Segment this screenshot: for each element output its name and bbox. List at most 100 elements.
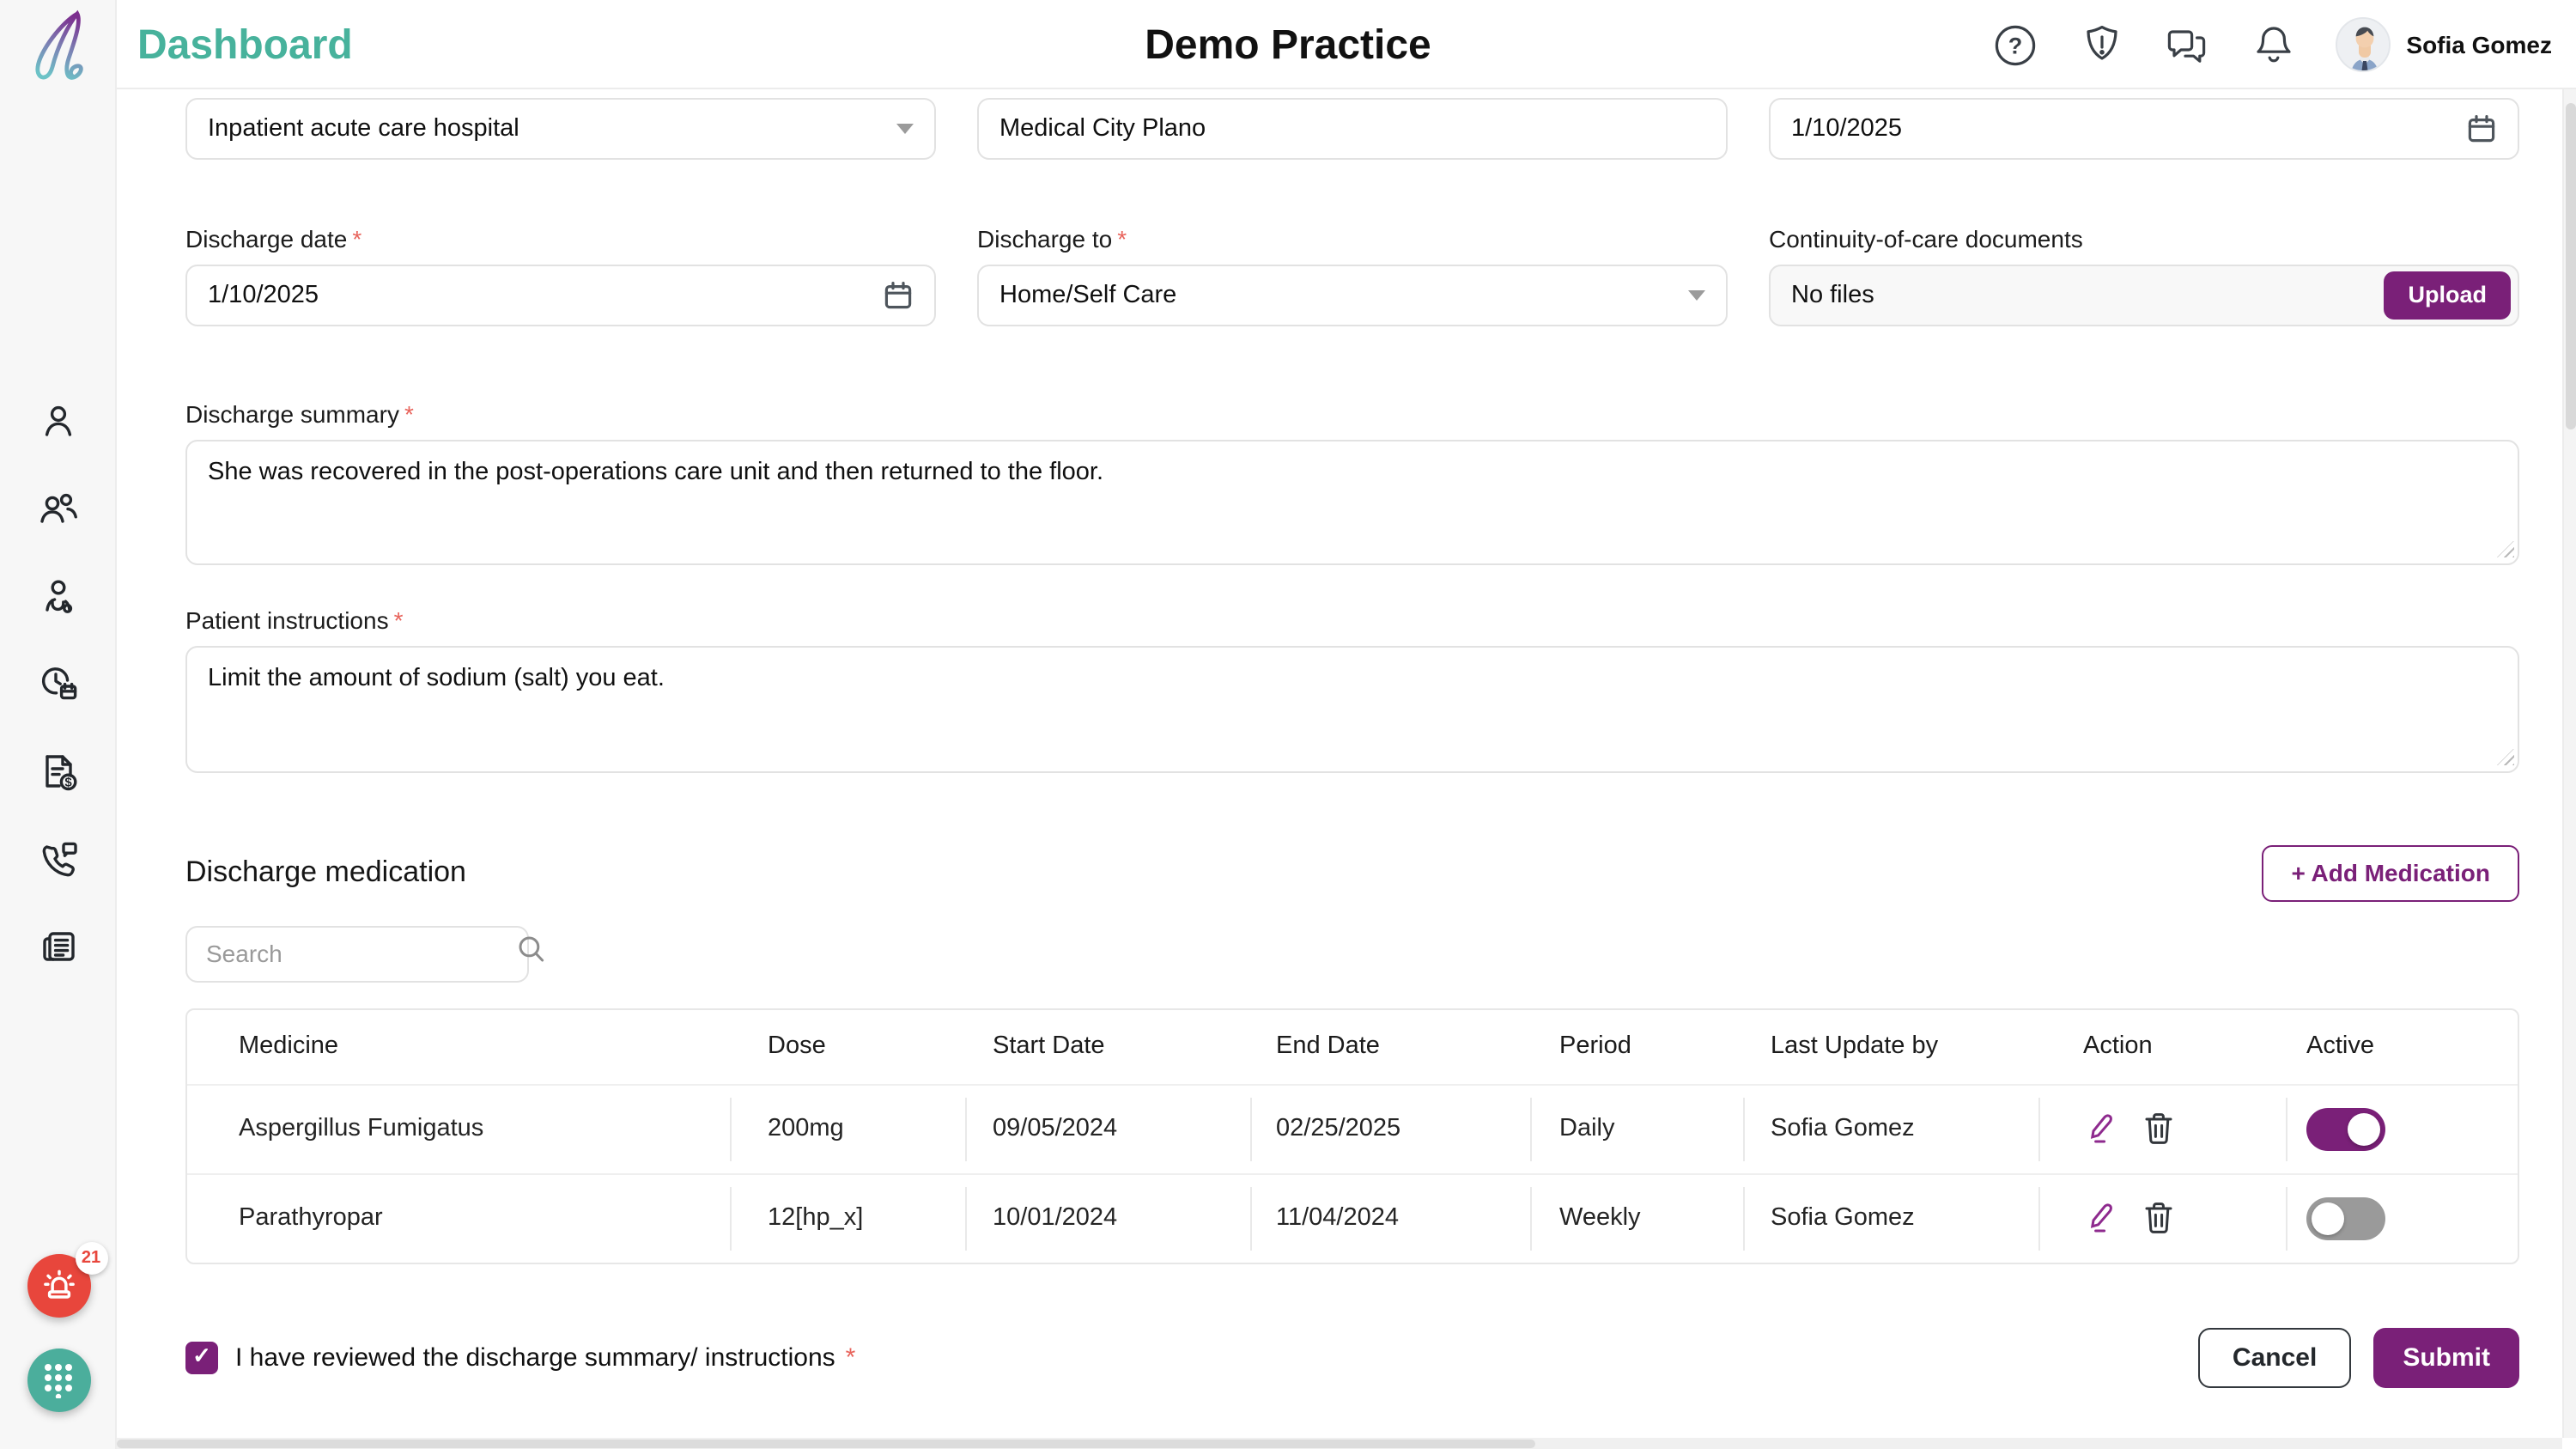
user-name: Sofia Gomez (2406, 31, 2552, 58)
notifications-button[interactable] (2250, 21, 2296, 68)
sidebar-item-patients[interactable] (36, 486, 81, 531)
end-date-cell: 02/25/2025 (1250, 1085, 1530, 1172)
col-header-action: Action (2083, 1032, 2153, 1060)
discharge-date-value: 1/10/2025 (208, 281, 319, 308)
horizontal-scrollbar[interactable] (117, 1437, 2562, 1449)
upload-button[interactable]: Upload (2384, 271, 2511, 319)
alerts-button[interactable] (2078, 21, 2124, 68)
practice-title: Demo Practice (1145, 22, 1431, 69)
medication-search[interactable] (185, 925, 544, 982)
sidebar-item-billing[interactable]: $ (36, 749, 81, 794)
table-row: Aspergillus Fumigatus 200mg 09/05/2024 0… (187, 1083, 2518, 1172)
instructions-label: Patient instructions * (185, 606, 404, 633)
medicine-cell: Parathyropar (239, 1204, 383, 1232)
bell-icon (2256, 26, 2291, 62)
trash-icon (2145, 1202, 2172, 1233)
form-footer: I have reviewed the discharge summary/ i… (185, 1327, 2519, 1387)
chevron-down-icon (1688, 289, 1705, 300)
discharge-form: Inpatient acute care hospital 1/10/2025 … (117, 89, 2576, 1438)
discharge-date-field[interactable]: 1/10/2025 (185, 264, 936, 326)
newspaper-icon (42, 932, 74, 961)
dialpad-button[interactable] (27, 1348, 90, 1411)
sidebar-nav: $ (0, 399, 117, 969)
start-date-cell: 10/01/2024 (965, 1174, 1250, 1262)
phone-chat-icon (41, 842, 76, 877)
messages-button[interactable] (2164, 21, 2210, 68)
calendar-icon[interactable] (2466, 113, 2497, 143)
review-checkbox[interactable] (185, 1341, 218, 1373)
instructions-textarea-wrap: Limit the amount of sodium (salt) you ea… (185, 645, 2519, 772)
top-bar: Dashboard Demo Practice ? (117, 0, 2576, 89)
active-cell (2286, 1085, 2518, 1172)
help-button[interactable]: ? (1992, 21, 2038, 68)
facility-type-select[interactable]: Inpatient acute care hospital (185, 97, 936, 159)
cancel-button[interactable]: Cancel (2197, 1327, 2352, 1387)
search-icon (517, 935, 546, 972)
user-menu[interactable]: Sofia Gomez (2336, 17, 2552, 72)
edit-button[interactable] (2083, 1111, 2117, 1146)
clock-calendar-icon (40, 667, 76, 700)
start-date-cell: 09/05/2024 (965, 1085, 1250, 1172)
alert-count-badge: 21 (75, 1241, 107, 1274)
chevron-down-icon (896, 123, 914, 133)
sidebar-item-providers[interactable] (36, 574, 81, 618)
table-row: Parathyropar 12[hp_x] 10/01/2024 11/04/2… (187, 1172, 2518, 1262)
last-update-cell: Sofia Gomez (1743, 1085, 2038, 1172)
delete-button[interactable] (2143, 1111, 2174, 1146)
summary-textarea[interactable]: She was recovered in the post-operations… (185, 439, 2519, 564)
vertical-scrollbar-thumb[interactable] (2566, 103, 2576, 429)
shield-exclamation-icon (2086, 25, 2117, 59)
dialpad-icon (45, 1364, 72, 1398)
dose-cell: 12[hp_x] (730, 1174, 965, 1262)
svg-text:?: ? (2008, 33, 2023, 58)
discharge-to-select[interactable]: Home/Self Care (977, 264, 1728, 326)
horizontal-scrollbar-thumb[interactable] (117, 1439, 1535, 1447)
summary-textarea-wrap: She was recovered in the post-operations… (185, 439, 2519, 564)
end-date-cell: 11/04/2024 (1250, 1174, 1530, 1262)
siren-icon (43, 1269, 74, 1298)
medication-table: Medicine Dose Start Date End Date Period… (185, 1008, 2519, 1263)
sidebar-item-profile[interactable] (36, 399, 81, 443)
col-header-active: Active (2306, 1032, 2374, 1060)
action-cell (2038, 1085, 2286, 1172)
pencil-icon (2090, 1114, 2112, 1143)
header-actions: ? (1992, 0, 2552, 89)
top-date-field[interactable]: 1/10/2025 (1769, 97, 2519, 159)
review-confirmation: I have reviewed the discharge summary/ i… (185, 1341, 855, 1373)
top-date-value: 1/10/2025 (1791, 114, 1903, 142)
documents-field[interactable]: No files Upload (1769, 264, 2519, 326)
discharge-to-value: Home/Self Care (999, 281, 1177, 308)
sidebar-item-calls[interactable] (36, 837, 81, 881)
help-icon: ? (1996, 24, 2036, 65)
active-toggle[interactable] (2306, 1107, 2385, 1150)
vertical-scrollbar[interactable] (2562, 89, 2576, 1437)
discharge-to-label: Discharge to * (977, 224, 1127, 252)
instructions-textarea[interactable]: Limit the amount of sodium (salt) you ea… (185, 645, 2519, 772)
active-toggle[interactable] (2306, 1196, 2385, 1239)
documents-label: Continuity-of-care documents (1769, 224, 2083, 252)
table-header-row: Medicine Dose Start Date End Date Period… (187, 1009, 2518, 1083)
active-cell (2286, 1174, 2518, 1262)
summary-label: Discharge summary * (185, 399, 414, 427)
sidebar-item-fax[interactable] (36, 924, 81, 969)
calendar-icon[interactable] (883, 279, 914, 310)
emergency-alert-button[interactable]: 21 (27, 1241, 107, 1317)
sidebar: $ 21 (0, 0, 117, 1449)
medication-title: Discharge medication (185, 855, 466, 888)
documents-value: No files (1791, 281, 1874, 308)
col-header-medicine: Medicine (239, 1032, 339, 1060)
delete-button[interactable] (2143, 1201, 2174, 1235)
add-medication-button[interactable]: + Add Medication (2262, 844, 2519, 901)
svg-text:$: $ (64, 775, 71, 789)
submit-button[interactable]: Submit (2373, 1327, 2519, 1387)
sidebar-item-appointments[interactable] (36, 661, 81, 706)
search-input[interactable] (206, 940, 517, 967)
facility-type-value: Inpatient acute care hospital (208, 114, 519, 142)
edit-button[interactable] (2083, 1201, 2117, 1235)
medication-section-header: Discharge medication + Add Medication (185, 844, 2519, 901)
invoice-dollar-icon: $ (45, 754, 76, 790)
dose-cell: 200mg (730, 1085, 965, 1172)
col-header-last-update: Last Update by (1771, 1032, 1939, 1060)
nav-title[interactable]: Dashboard (137, 22, 353, 69)
facility-name-input[interactable] (999, 114, 1705, 142)
